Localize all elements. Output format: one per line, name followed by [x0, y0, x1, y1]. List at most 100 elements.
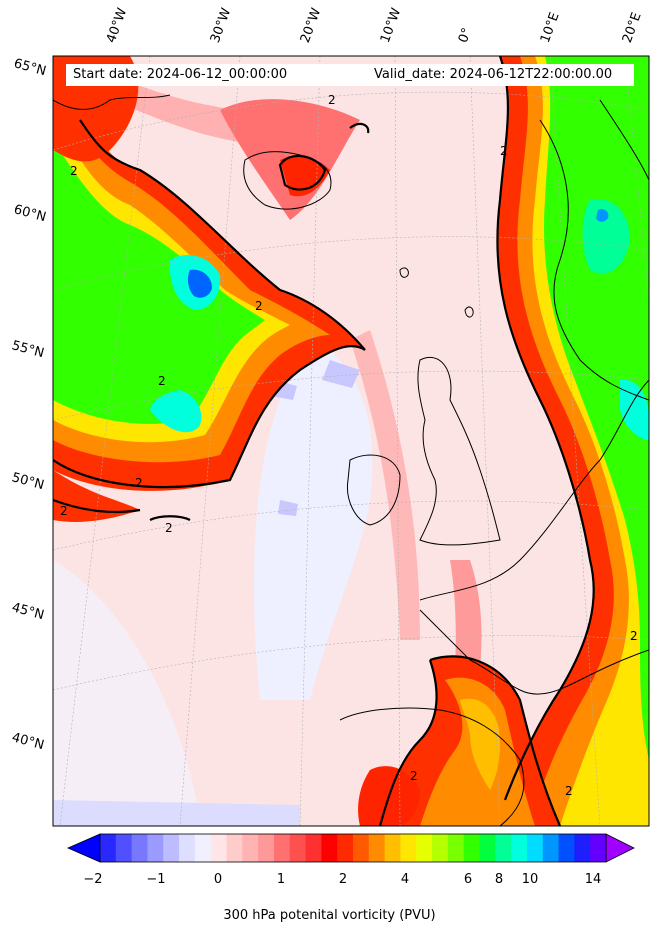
header-box: [66, 64, 634, 86]
low-pv-strip-south: [53, 800, 300, 826]
pv2-contour-small: [149, 515, 191, 522]
pv-east-teal-1: [582, 199, 630, 274]
contour-label: 2: [135, 476, 143, 490]
colorbar-tick: 10: [521, 872, 539, 887]
colorbar-swatch: [131, 834, 148, 862]
norway-coast: [539, 119, 649, 401]
low-pv-region-central: [254, 330, 373, 700]
pv2-contour-north: [349, 122, 370, 134]
contour-label: 2: [60, 504, 68, 518]
colorbar-label: 300 hPa potenital vorticity (PVU): [223, 908, 436, 923]
colorbar-tick: 0: [213, 872, 223, 887]
colorbar-swatch: [289, 834, 307, 862]
pv2-contour-iceland: [278, 154, 327, 191]
contour-label: 2: [565, 784, 573, 798]
pv-east-blue-dot: [596, 209, 609, 222]
pv-trough-green: [53, 140, 265, 424]
contour-label: 2: [158, 374, 166, 388]
colorbar-swatch: [590, 834, 607, 862]
colorbar-tick: −1: [146, 872, 166, 887]
colorbar-swatch: [115, 834, 133, 862]
great-britain-coast: [417, 357, 501, 546]
graticule-line: [179, 56, 241, 826]
colorbar-swatch: [147, 834, 164, 862]
pv-core-iceland: [280, 155, 330, 197]
colorbar-swatch: [242, 834, 259, 862]
greenland-coast: [53, 94, 171, 110]
colorbar-swatch: [447, 834, 465, 862]
biscay-coast: [419, 609, 649, 695]
colorbar-swatch: [226, 834, 243, 862]
colorbar-swatch: [368, 834, 386, 862]
colorbar-tick: 4: [400, 872, 410, 887]
low-pv-region-southwest: [53, 560, 200, 826]
colorbar-swatch: [321, 834, 338, 862]
colorbar-swatch: [100, 834, 117, 862]
contour-label: 2: [328, 93, 336, 107]
colorbar-swatch: [210, 834, 227, 862]
colorbar-swatch: [194, 834, 212, 862]
graticule-line: [59, 56, 151, 826]
colorbar-extend-min: [67, 833, 101, 863]
start-date-label: Start date: 2024-06-12_00:00:00: [73, 67, 288, 82]
pv-iberia-yellow: [460, 698, 500, 790]
low-pv-patch-3: [278, 500, 298, 516]
contour-label: 2: [410, 769, 418, 783]
colorbar-swatch: [179, 834, 196, 862]
colorbar-swatch: [495, 834, 512, 862]
colorbar-tick: 6: [463, 872, 473, 887]
pv2-contour-trough: [53, 119, 366, 489]
contour-label: 2: [255, 299, 263, 313]
colorbar-frame: [99, 833, 607, 863]
colorbar-swatch: [258, 834, 275, 862]
shetland-coast: [464, 306, 474, 318]
map-frame: [52, 55, 650, 827]
colorbar-tick: 1: [276, 872, 286, 887]
iceland-coast: [243, 151, 332, 210]
graticule-line: [394, 56, 401, 826]
pv2-contour-tail: [53, 498, 141, 514]
colorbar-swatch: [416, 834, 433, 862]
colorbar-swatch: [511, 834, 528, 862]
colorbar-swatch: [479, 834, 496, 862]
pv-trough-tail: [53, 470, 140, 522]
contour-label: 2: [165, 521, 173, 535]
colorbar-swatch: [353, 834, 370, 862]
pv-east-cyan: [620, 379, 649, 440]
continent-coast: [419, 379, 649, 601]
pv2-contours: [53, 56, 595, 826]
colorbar-extend-max: [605, 833, 635, 863]
contour-label: 2: [70, 164, 78, 178]
colorbar-swatch: [574, 834, 591, 862]
pv2-contour-iberia: [429, 655, 562, 826]
colorbar-swatch: [163, 834, 180, 862]
pv2-contour-east: [496, 56, 595, 801]
coastlines: [53, 94, 649, 826]
colorbar-swatch: [384, 834, 401, 862]
contour-labels: 2 2 2 2 2 2 2 2 2 2 2: [60, 93, 638, 798]
contour-label: 2: [500, 144, 508, 158]
pv2-contour-iberia-west: [378, 659, 438, 826]
pv-trough-blue-core: [187, 269, 212, 298]
faroe-coast: [399, 267, 409, 278]
colorbar-tick: 14: [584, 872, 602, 887]
iberia-coast: [339, 707, 525, 826]
graticule-line: [549, 56, 601, 826]
low-pv-patch-1: [322, 360, 360, 388]
graticule-line: [624, 56, 649, 301]
colorbar-tick: 2: [338, 872, 348, 887]
pv-trough-cyan-south: [150, 390, 202, 433]
colorbar-swatch: [337, 834, 354, 862]
graticule-line: [469, 56, 501, 826]
colorbar-swatch: [463, 834, 480, 862]
pv-streak-central: [350, 330, 420, 640]
contour-label: 2: [630, 629, 638, 643]
ireland-coast: [346, 454, 401, 526]
graticule-line: [53, 635, 649, 691]
graticule-line: [53, 370, 649, 421]
pv-field: [53, 56, 649, 826]
sweden-coast: [599, 99, 649, 181]
valid-date-label: Valid_date: 2024-06-12T22:00:00.00: [374, 67, 613, 82]
colorbar-tick: 8: [494, 872, 504, 887]
